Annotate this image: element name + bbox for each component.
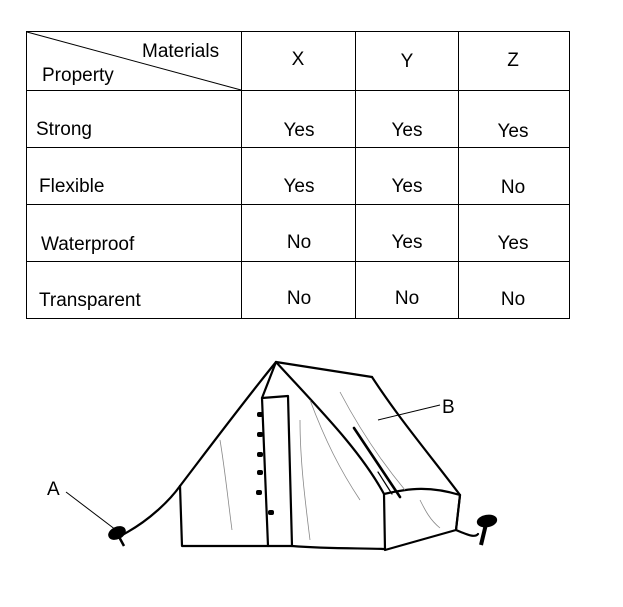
header-diagonal (26, 31, 242, 91)
header-materials: Materials (142, 41, 220, 62)
tent-front-left-edge (178, 360, 278, 488)
row-label-flexible: Flexible (39, 176, 105, 197)
tent-right-edge (370, 375, 462, 497)
row-label-waterproof: Waterproof (41, 234, 135, 255)
cell-flexible-y: Yes (391, 176, 423, 197)
row-label-strong: Strong (36, 119, 92, 140)
header-property: Property (42, 65, 114, 86)
tent-peg-left (108, 526, 126, 547)
column-header-y: Y (400, 51, 414, 72)
cell-waterproof-y: Yes (391, 232, 423, 253)
column-header-z: Z (507, 50, 519, 71)
door-toggles (256, 412, 274, 515)
column-header-x: X (291, 49, 305, 70)
cell-strong-y: Yes (391, 120, 423, 141)
cell-transparent-z: No (500, 289, 526, 310)
label-a-pointer (65, 491, 117, 531)
cell-flexible-x: Yes (283, 176, 315, 197)
row-label-transparent: Transparent (39, 290, 141, 311)
cell-waterproof-z: Yes (497, 233, 529, 254)
cell-strong-x: Yes (283, 120, 315, 141)
cell-transparent-x: No (286, 288, 312, 309)
cell-strong-z: Yes (497, 121, 529, 142)
tent-ridge (274, 360, 374, 379)
tent-peg-right (476, 514, 498, 546)
guy-rope-left (122, 484, 182, 536)
tent-front-bottom (178, 484, 270, 548)
label-a: A (47, 479, 60, 500)
cell-transparent-y: No (394, 288, 420, 309)
tent-door-flap (260, 394, 294, 548)
table-grid (26, 31, 570, 319)
cell-waterproof-x: No (286, 232, 312, 253)
label-b-pointer (377, 404, 441, 421)
cell-flexible-z: No (500, 177, 526, 198)
label-b: B (442, 397, 455, 418)
tent-side-panel (382, 487, 462, 552)
